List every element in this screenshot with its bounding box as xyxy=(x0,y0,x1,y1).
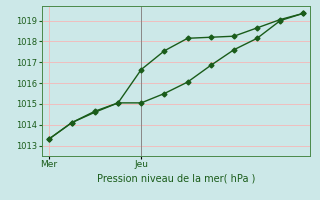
X-axis label: Pression niveau de la mer( hPa ): Pression niveau de la mer( hPa ) xyxy=(97,173,255,183)
